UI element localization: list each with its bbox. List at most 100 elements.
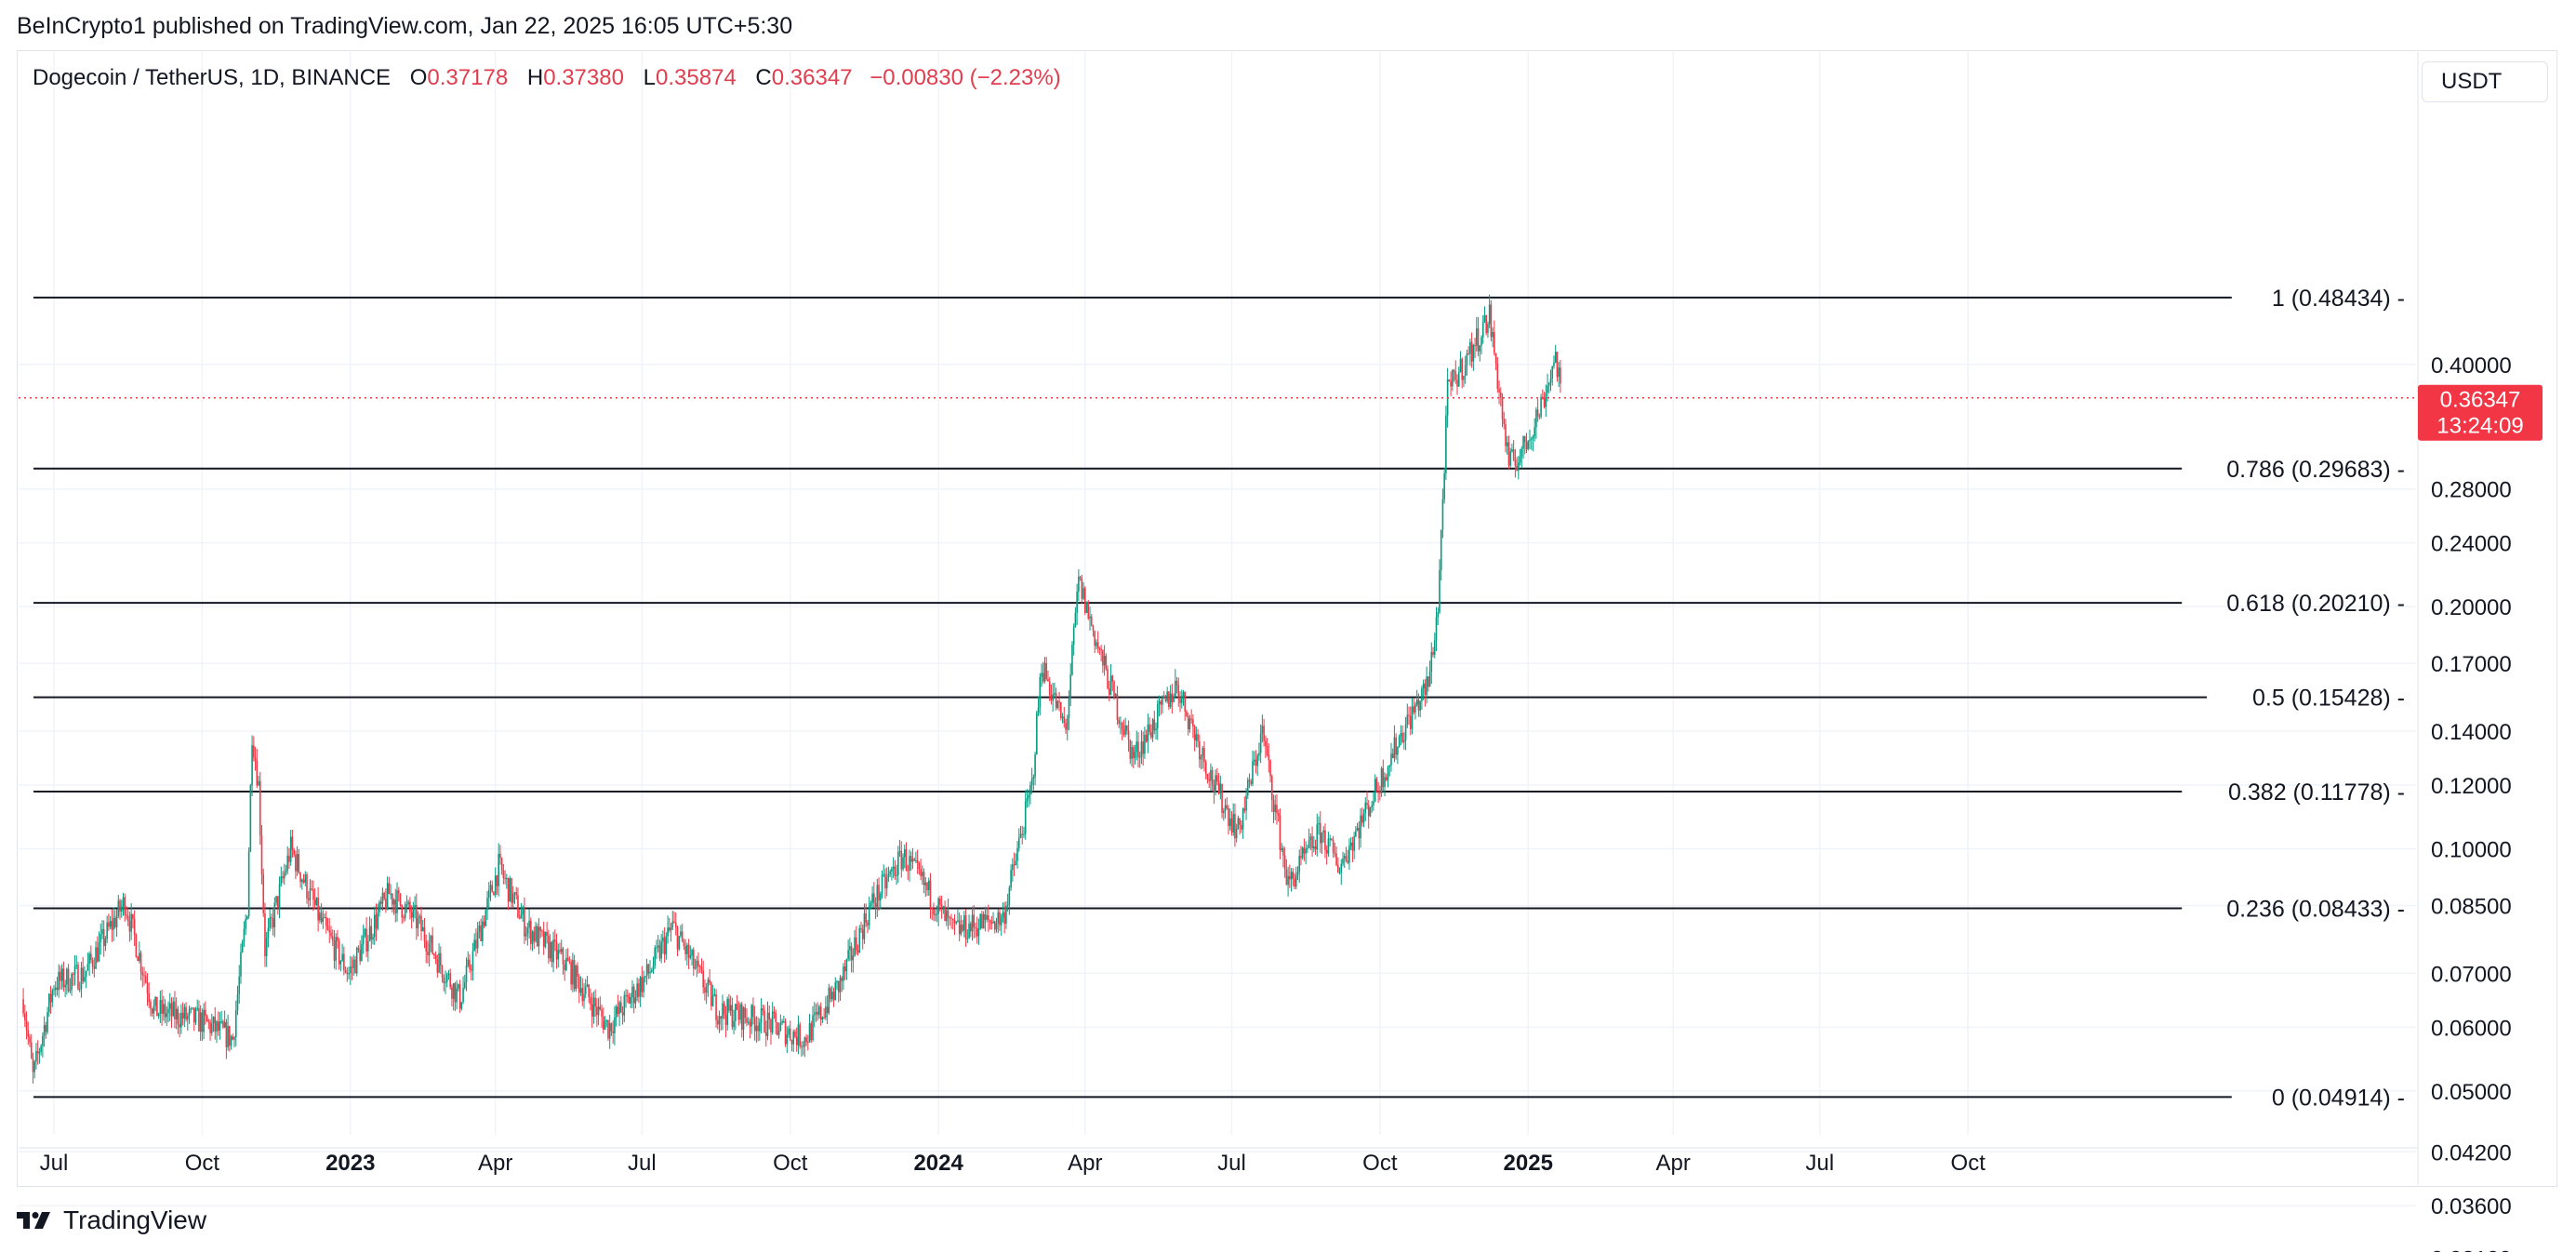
candle-body	[386, 883, 389, 909]
symbol-name[interactable]: Dogecoin / TetherUS, 1D, BINANCE	[33, 65, 392, 90]
candle-body	[1296, 872, 1299, 875]
candle-body	[385, 898, 387, 909]
y-tick-label: 0.12000	[2431, 774, 2512, 799]
candle-body	[440, 952, 442, 966]
candle-body	[322, 918, 325, 923]
candle-body	[201, 1012, 204, 1032]
candle-body	[797, 1024, 800, 1046]
candle-body	[702, 970, 704, 988]
candle-body	[868, 906, 870, 926]
candle-body	[330, 932, 332, 937]
candle-body	[577, 966, 578, 978]
candle-body	[1437, 612, 1440, 618]
price-badge	[2418, 384, 2543, 441]
candle-body	[1387, 766, 1389, 780]
candle-body	[1417, 699, 1420, 711]
candle-body	[306, 874, 308, 899]
candle-body	[482, 921, 484, 941]
candle-body	[348, 973, 350, 975]
candle-body	[1290, 872, 1293, 880]
candle-body	[1186, 711, 1188, 716]
candle-body	[1078, 577, 1080, 593]
candle-body	[1187, 715, 1189, 730]
candle-body	[139, 952, 140, 962]
candle-body	[916, 859, 919, 863]
candle-body	[205, 1009, 206, 1016]
candle-body	[1173, 696, 1175, 702]
candle-body	[760, 1008, 763, 1023]
candle-body	[1156, 703, 1159, 729]
candle-body	[478, 926, 481, 932]
candle-body	[955, 921, 957, 924]
candle-body	[1356, 828, 1359, 832]
candle-body	[344, 969, 347, 973]
candle-body	[575, 966, 578, 990]
candle-body	[720, 1016, 723, 1019]
candle-body	[449, 973, 451, 988]
candle-body	[1072, 626, 1075, 645]
candle-body	[1307, 847, 1308, 849]
candle-body	[878, 885, 880, 901]
price-axis: 0.40000 0.28000 0.24000 0.20000 0.17000 0.140…	[2431, 353, 2512, 1252]
candle-body	[770, 1019, 772, 1033]
tradingview-logo[interactable]: TradingView	[17, 1205, 206, 1235]
candle-body	[885, 877, 888, 888]
candle-body	[35, 1051, 37, 1062]
candle-body	[517, 895, 519, 918]
candle-body	[1171, 693, 1174, 702]
y-tick-label: 0.04200	[2431, 1140, 2512, 1165]
candle-body	[976, 927, 978, 937]
candle-body	[608, 1023, 611, 1039]
candle-body	[245, 919, 246, 929]
candle-body	[117, 900, 120, 916]
candle-body	[1012, 864, 1014, 871]
candle-body	[650, 970, 653, 972]
candle-body	[883, 873, 885, 875]
candle-body	[1153, 719, 1156, 731]
candle-body	[865, 912, 867, 923]
candle-body	[262, 873, 265, 913]
candle-body	[377, 912, 379, 929]
x-tick-label: Jul	[1805, 1151, 1834, 1176]
candle-body	[101, 928, 103, 935]
candle-body	[665, 936, 668, 955]
candle-body	[161, 1000, 163, 1014]
y-tick-label: 0.07000	[2431, 962, 2512, 987]
candle-body	[430, 935, 432, 943]
candle-body	[691, 950, 693, 956]
candle-body	[1295, 874, 1297, 887]
candle-body	[1047, 679, 1049, 682]
candle-body	[1311, 836, 1313, 848]
candle-body	[1043, 662, 1046, 682]
candle-body	[1445, 415, 1447, 473]
candle-body	[460, 1002, 463, 1009]
candle-body	[1138, 756, 1141, 758]
currency-button[interactable]: USDT	[2422, 61, 2548, 102]
candle-body	[1340, 863, 1343, 873]
candle-body	[731, 1005, 734, 1028]
candle-body	[1400, 732, 1402, 737]
candle-body	[409, 901, 411, 912]
y-tick-label: 0.20000	[2431, 595, 2512, 620]
candle-body	[1255, 759, 1257, 766]
candle-body	[486, 898, 488, 911]
x-tick-label: 2023	[325, 1151, 375, 1176]
candle-body	[1239, 818, 1241, 825]
candle-body	[1343, 856, 1346, 859]
candle-body	[151, 1008, 153, 1014]
candle-body	[1232, 814, 1234, 833]
candle-body	[1098, 647, 1101, 649]
candle-body	[1530, 438, 1533, 440]
candle-body	[775, 1012, 777, 1023]
candle-body	[1228, 807, 1229, 826]
candle-body	[337, 937, 339, 941]
close-value: 0.36347	[771, 65, 853, 90]
candle-body	[90, 953, 92, 961]
candle-body	[836, 980, 838, 983]
candle-body	[799, 1024, 801, 1046]
candle-body	[733, 1020, 735, 1028]
candle-body	[146, 982, 149, 994]
candle-body	[1263, 726, 1265, 741]
candle-body	[817, 1011, 819, 1016]
